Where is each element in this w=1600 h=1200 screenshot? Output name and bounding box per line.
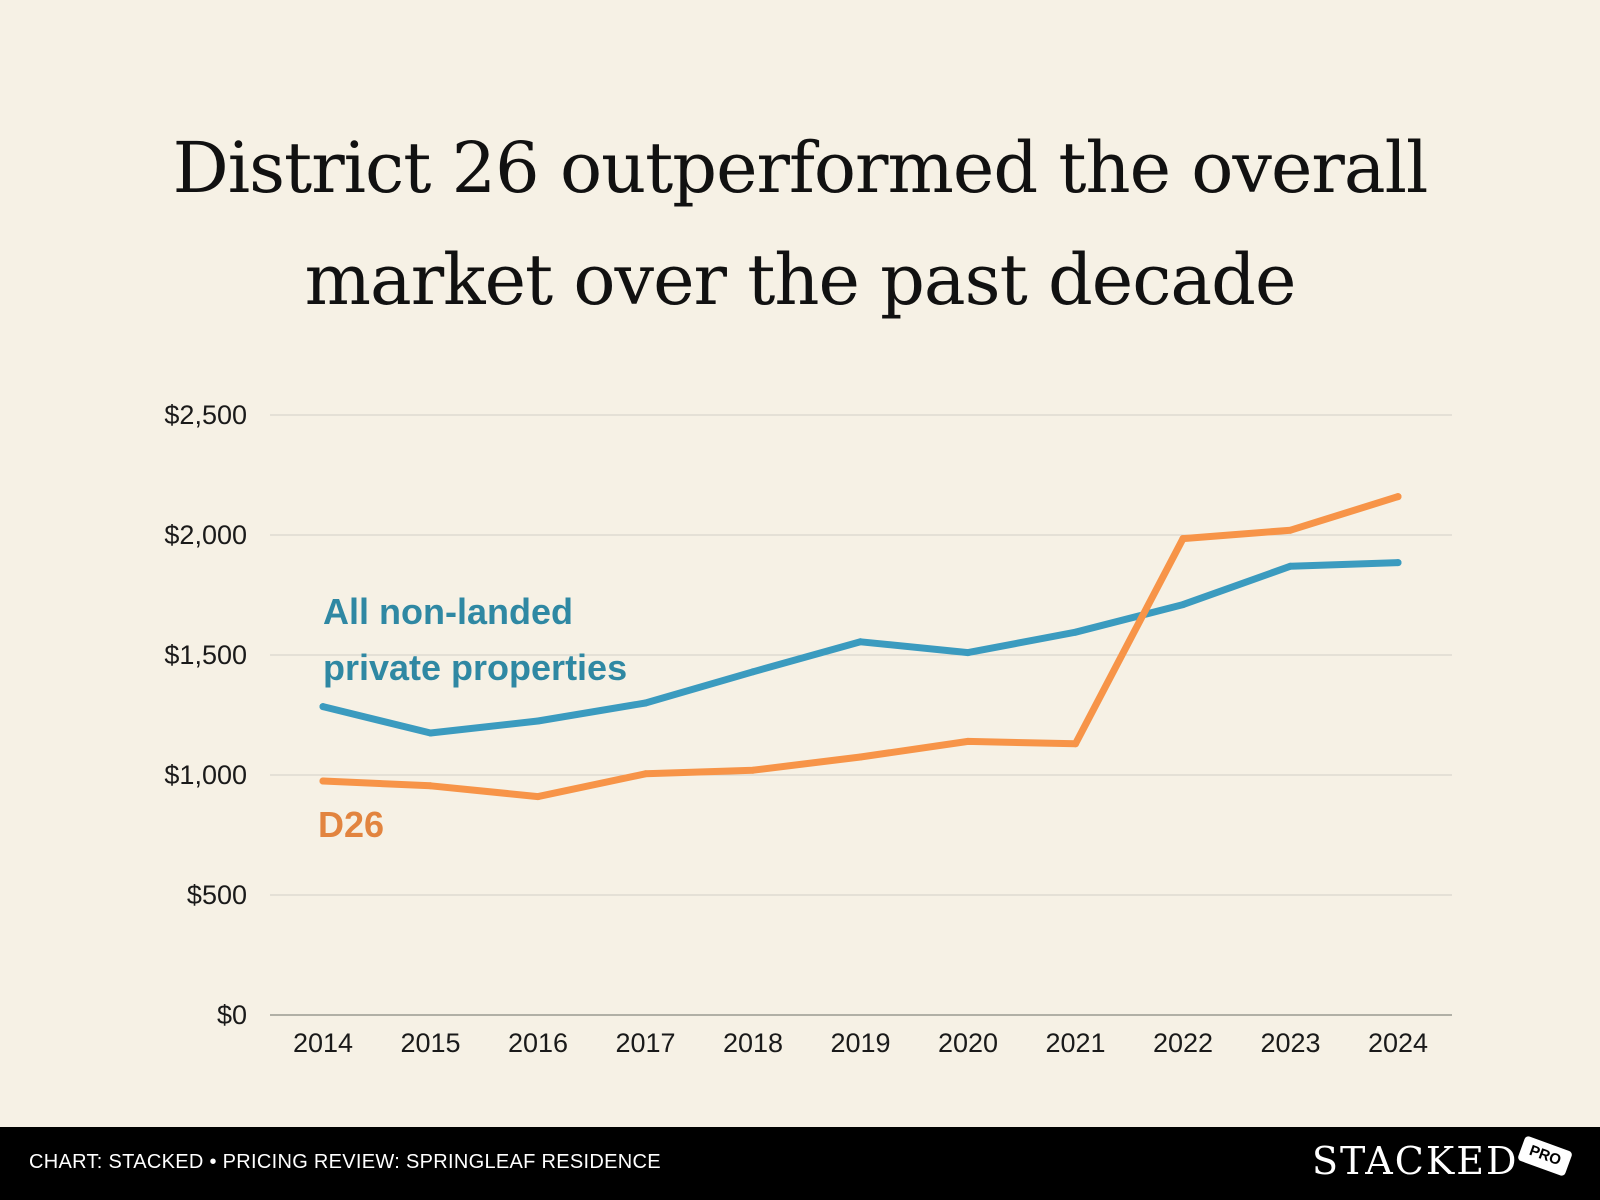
y-tick-label-1500: $1,500 — [164, 640, 247, 670]
y-tick-label-500: $500 — [187, 880, 247, 910]
x-tick-label-2023: 2023 — [1260, 1028, 1320, 1058]
x-tick-label-2015: 2015 — [400, 1028, 460, 1058]
chart-title-line-2: market over the past decade — [304, 239, 1297, 321]
data-point-d26-2023 — [1287, 526, 1294, 534]
x-tick-label-2024: 2024 — [1368, 1028, 1428, 1058]
data-point-d26-2015 — [427, 782, 434, 790]
x-tick-label-2014: 2014 — [293, 1028, 353, 1058]
data-point-all-non-landed-2016 — [534, 717, 542, 725]
data-point-all-non-landed-2020 — [964, 649, 972, 657]
pro-badge: PRO — [1517, 1135, 1573, 1177]
data-point-all-non-landed-2024 — [1394, 559, 1402, 567]
data-point-d26-2020 — [964, 737, 972, 745]
data-point-d26-2024 — [1394, 493, 1402, 501]
x-tick-label-2016: 2016 — [508, 1028, 568, 1058]
data-point-all-non-landed-2018 — [749, 668, 757, 676]
data-point-all-non-landed-2019 — [857, 638, 864, 646]
data-point-all-non-landed-2014 — [319, 703, 327, 711]
x-tick-label-2019: 2019 — [830, 1028, 890, 1058]
x-tick-label-2018: 2018 — [723, 1028, 783, 1058]
data-point-all-non-landed-2015 — [427, 729, 434, 737]
footer-credit: CHART: STACKED • PRICING REVIEW: SPRINGL… — [29, 1151, 661, 1173]
footer-bar: CHART: STACKED • PRICING REVIEW: SPRINGL… — [0, 1127, 1600, 1200]
x-tick-label-2017: 2017 — [615, 1028, 675, 1058]
data-point-all-non-landed-2023 — [1287, 562, 1294, 570]
data-point-d26-2014 — [319, 777, 327, 785]
data-point-all-non-landed-2021 — [1072, 628, 1079, 636]
data-point-d26-2017 — [642, 770, 649, 778]
data-point-d26-2019 — [857, 753, 864, 761]
x-tick-label-2022: 2022 — [1153, 1028, 1213, 1058]
y-tick-label-0: $0 — [217, 1000, 247, 1030]
y-tick-label-1000: $1,000 — [164, 760, 247, 790]
data-point-all-non-landed-2022 — [1179, 601, 1187, 609]
data-point-d26-2018 — [749, 766, 757, 774]
series-label-all-non-landed-line-1: All non-landed — [323, 591, 573, 632]
x-tick-label-2020: 2020 — [938, 1028, 998, 1058]
data-point-all-non-landed-2017 — [642, 699, 649, 707]
x-tick-label-2021: 2021 — [1045, 1028, 1105, 1058]
data-point-d26-2022 — [1179, 535, 1187, 543]
series-label-d26-line-1: D26 — [318, 804, 384, 845]
data-point-d26-2021 — [1072, 740, 1079, 748]
y-tick-label-2500: $2,500 — [164, 400, 247, 430]
stacked-logo: STACKED — [1312, 1139, 1519, 1183]
series-label-all-non-landed-line-2: private properties — [323, 647, 627, 688]
y-tick-label-2000: $2,000 — [164, 520, 247, 550]
data-point-d26-2016 — [534, 793, 542, 801]
line-chart: $0 $500 $1,000 $1,500 $2,000 $2,500 2014 2015 20… — [164, 400, 1452, 1058]
chart-title-line-1: District 26 outperformed the overall — [172, 127, 1429, 209]
chart-title: District 26 outperformed the overall mar… — [0, 112, 1600, 336]
